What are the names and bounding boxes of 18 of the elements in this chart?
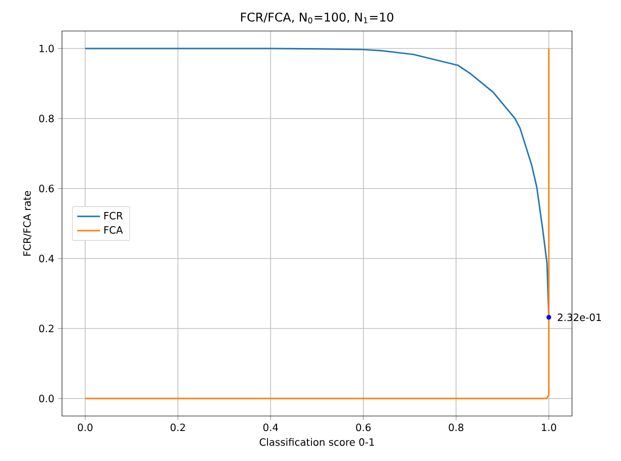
y-tick-label: 0.2: [39, 324, 54, 332]
x-tick-label: 0.4: [263, 424, 278, 432]
y-tick-label: 0.8: [39, 114, 54, 122]
legend-label: FCA: [104, 226, 123, 234]
y-tick-label: 0.4: [39, 254, 54, 262]
x-tick-label: 0.8: [448, 424, 464, 432]
y-tick-label: 1.0: [40, 44, 54, 52]
x-tick-label: 0.2: [170, 424, 185, 432]
annotation: 2.32e-01: [558, 314, 601, 322]
x-tick-label: 1.0: [542, 424, 556, 432]
y-tick-label: 0.6: [39, 184, 54, 192]
x-tick-label: 0.6: [356, 424, 371, 432]
y-tick-label: 0.0: [39, 394, 54, 402]
x-tick-label: 0.0: [78, 424, 92, 432]
x-axis-title: Classification score 0-1: [260, 438, 374, 446]
chart-title: FCR/FCA, N$_{0}$=100, N$_{1}$=10: [241, 12, 394, 24]
legend-label: FCR: [104, 212, 123, 220]
y-axis-title: FCR/FCA rate: [23, 190, 32, 256]
